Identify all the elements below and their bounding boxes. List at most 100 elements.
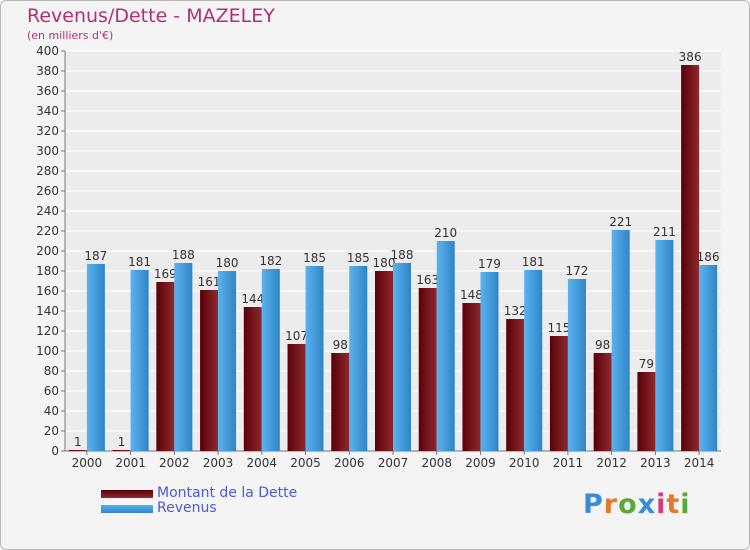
bar-revenus: [261, 269, 280, 451]
data-label-revenus: 186: [697, 250, 720, 264]
bar-revenus: [436, 241, 455, 451]
data-label-dette: 163: [416, 273, 439, 287]
data-label-revenus: 188: [172, 248, 195, 262]
bar-dette: [156, 282, 175, 451]
y-tick-label: 260: [36, 184, 59, 198]
data-label-revenus: 182: [259, 254, 282, 268]
data-label-dette: 169: [154, 267, 177, 281]
y-tick-label: 120: [36, 324, 59, 338]
bar-dette: [506, 319, 525, 451]
bar-revenus: [218, 271, 237, 451]
bar-dette: [681, 65, 700, 451]
bar-dette: [375, 271, 393, 451]
bar-revenus: [699, 265, 718, 451]
bar-dette: [68, 450, 87, 451]
bar-dette: [200, 290, 219, 451]
y-tick-label: 380: [36, 64, 59, 78]
bar-dette: [637, 372, 656, 451]
data-label-dette: 98: [595, 338, 610, 352]
bar-revenus: [130, 270, 149, 451]
bar-dette: [243, 307, 262, 451]
y-tick-label: 360: [36, 84, 59, 98]
bar-revenus: [393, 263, 411, 451]
data-label-revenus: 185: [303, 251, 326, 265]
data-label-dette: 1: [118, 435, 126, 449]
data-label-revenus: 181: [128, 255, 151, 269]
data-label-revenus: 172: [565, 264, 588, 278]
x-tick-label: 2003: [203, 456, 234, 470]
x-tick-label: 2013: [640, 456, 671, 470]
x-tick-label: 2006: [334, 456, 365, 470]
bar-revenus: [174, 263, 193, 451]
bar-dette: [418, 288, 437, 451]
y-tick-label: 140: [36, 304, 59, 318]
x-tick-label: 2005: [290, 456, 321, 470]
y-tick-label: 80: [44, 364, 59, 378]
data-label-revenus: 181: [522, 255, 545, 269]
data-label-revenus: 188: [391, 248, 414, 262]
y-tick-label: 280: [36, 164, 59, 178]
y-tick-label: 400: [36, 44, 59, 58]
chart-title: Revenus/Dette - MAZELEY: [27, 5, 275, 27]
y-tick-label: 40: [44, 404, 59, 418]
legend-label-revenus: Revenus: [157, 500, 217, 516]
data-label-dette: 1: [74, 435, 82, 449]
y-tick-label: 20: [44, 424, 59, 438]
x-tick-label: 2009: [465, 456, 496, 470]
legend-swatch-dette: [101, 490, 153, 498]
x-tick-label: 2000: [72, 456, 103, 470]
data-label-dette: 161: [198, 275, 221, 289]
data-label-dette: 148: [460, 288, 483, 302]
chart-subtitle: (en milliers d'€): [27, 29, 114, 42]
x-tick-label: 2002: [159, 456, 190, 470]
bar-revenus: [611, 230, 630, 451]
bar-revenus: [480, 272, 499, 451]
y-tick-label: 240: [36, 204, 59, 218]
y-tick-label: 340: [36, 104, 59, 118]
x-tick-label: 2004: [247, 456, 278, 470]
y-tick-label: 220: [36, 224, 59, 238]
y-tick-label: 60: [44, 384, 59, 398]
data-label-revenus: 211: [653, 225, 676, 239]
proxiti-logo: Proxiti: [583, 489, 691, 520]
y-tick-label: 160: [36, 284, 59, 298]
bar-revenus: [86, 264, 105, 451]
y-tick-label: 0: [51, 444, 59, 458]
x-tick-label: 2008: [421, 456, 452, 470]
data-label-revenus: 180: [216, 256, 239, 270]
bar-dette: [112, 450, 131, 451]
y-tick-label: 300: [36, 144, 59, 158]
data-label-revenus: 185: [347, 251, 370, 265]
y-tick-label: 200: [36, 244, 59, 258]
bar-dette: [549, 336, 568, 451]
bar-revenus: [349, 266, 368, 451]
data-label-dette: 79: [639, 357, 654, 371]
x-tick-label: 2014: [684, 456, 715, 470]
x-tick-label: 2012: [596, 456, 627, 470]
bar-revenus: [524, 270, 543, 451]
y-tick-label: 320: [36, 124, 59, 138]
bar-revenus: [567, 279, 586, 451]
data-label-dette: 144: [241, 292, 264, 306]
bar-dette: [331, 353, 350, 451]
data-label-revenus: 187: [84, 249, 107, 263]
data-label-dette: 115: [547, 321, 570, 335]
data-label-revenus: 210: [434, 226, 457, 240]
bar-dette: [287, 344, 306, 451]
legend-swatch-revenus: [101, 505, 153, 513]
data-label-revenus: 179: [478, 257, 501, 271]
data-label-dette: 98: [333, 338, 348, 352]
bar-dette: [462, 303, 481, 451]
bar-revenus: [655, 240, 674, 451]
bar-dette: [593, 353, 612, 451]
y-tick-label: 100: [36, 344, 59, 358]
y-tick-label: 180: [36, 264, 59, 278]
data-label-revenus: 221: [609, 215, 632, 229]
data-label-dette: 180: [373, 256, 396, 270]
data-label-dette: 132: [504, 304, 527, 318]
x-tick-label: 2001: [115, 456, 146, 470]
data-label-dette: 386: [679, 50, 702, 64]
bar-revenus: [305, 266, 324, 451]
